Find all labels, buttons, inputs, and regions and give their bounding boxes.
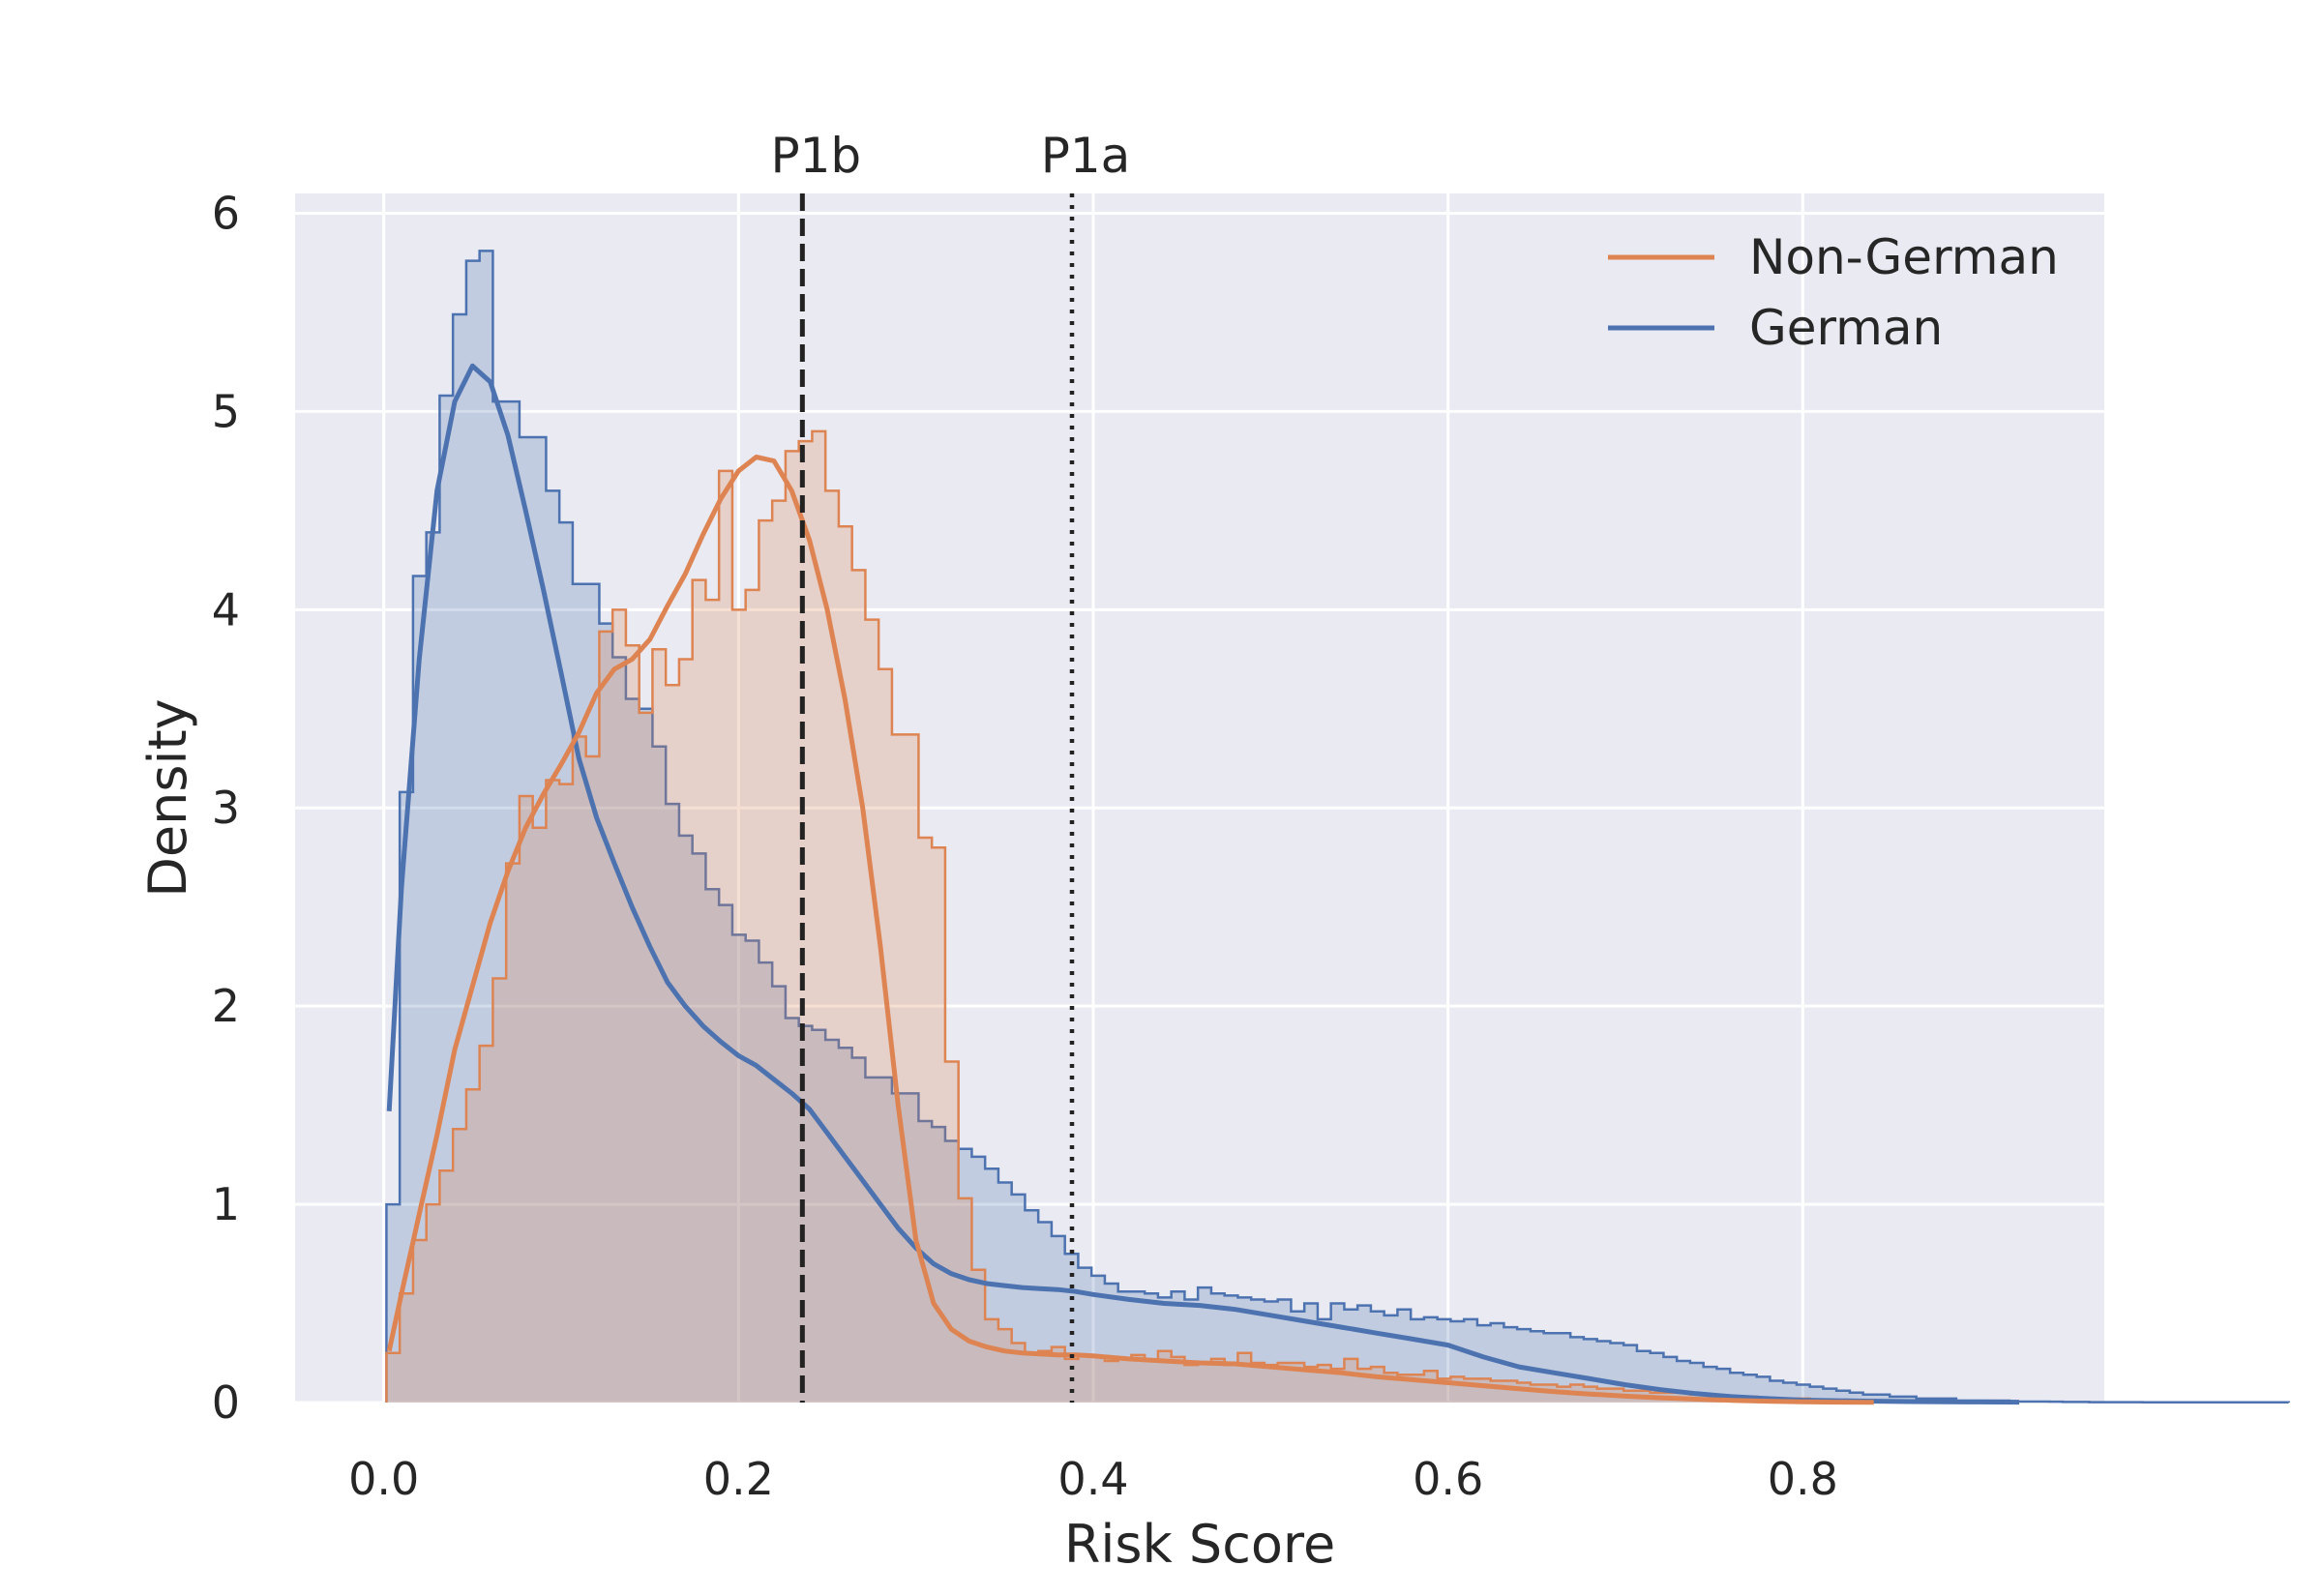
x-axis-title: Risk Score — [1064, 1514, 1335, 1575]
x-tick-label-0: 0.0 — [348, 1453, 419, 1505]
vline-label-p1a: P1a — [1041, 128, 1131, 184]
grid-lines — [295, 193, 2104, 1404]
non-german-kde-line — [386, 455, 1874, 1405]
vline-label-p1b: P1b — [770, 128, 861, 184]
x-tick-label-3: 0.6 — [1413, 1453, 1483, 1505]
x-tick-label-2: 0.4 — [1057, 1453, 1128, 1505]
german-histogram-fill — [386, 251, 2289, 1403]
non-german-histogram-fill — [386, 430, 1997, 1404]
y-tick-label-5: 5 — [212, 385, 240, 437]
german-histogram — [385, 250, 2290, 1404]
y-tick-label-1: 1 — [212, 1178, 240, 1230]
x-axis-ticks: 0.0 0.2 0.4 0.6 0.8 — [348, 1453, 1838, 1505]
percentile-lines: P1b P1a — [770, 128, 1130, 1403]
legend-label-non-german: Non-German — [1749, 229, 2059, 285]
german-kde-line — [386, 363, 2020, 1405]
kde-curves — [386, 363, 2020, 1405]
legend: Non-German German — [1608, 229, 2059, 356]
german-histogram-outline — [385, 250, 2290, 1404]
x-tick-label-4: 0.8 — [1768, 1453, 1838, 1505]
y-tick-label-2: 2 — [212, 980, 240, 1032]
y-tick-label-6: 6 — [212, 187, 240, 239]
y-axis-title: Density — [137, 698, 198, 897]
legend-label-german: German — [1749, 300, 1943, 356]
x-tick-label-1: 0.2 — [703, 1453, 774, 1505]
y-tick-label-0: 0 — [212, 1376, 240, 1429]
y-axis-ticks: 0 1 2 3 4 5 6 — [212, 187, 240, 1429]
y-tick-label-3: 3 — [212, 782, 240, 834]
y-tick-label-4: 4 — [212, 583, 240, 635]
